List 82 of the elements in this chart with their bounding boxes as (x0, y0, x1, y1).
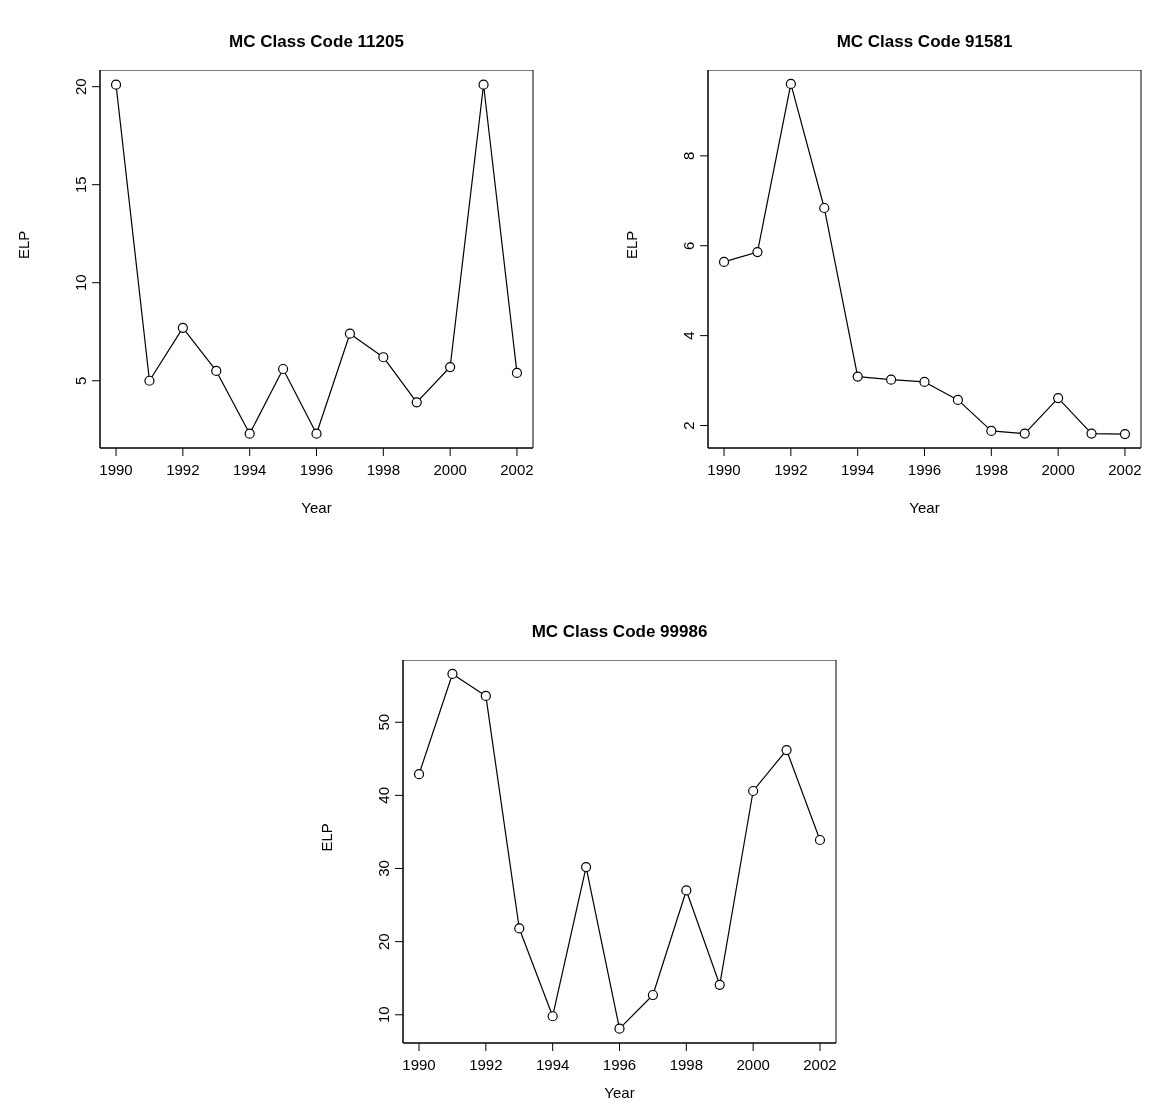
point (211, 365, 222, 377)
point (952, 394, 964, 406)
point (614, 1023, 625, 1034)
y-tick-label: 8 (680, 151, 697, 161)
point (718, 256, 730, 268)
point (478, 79, 489, 90)
point (714, 979, 725, 990)
point (277, 363, 289, 375)
x-tick-label: 1996 (907, 460, 942, 478)
chart-title: MC Class Code 99986 (530, 622, 709, 642)
y-tick-label: 2 (680, 421, 697, 430)
x-tick-label: 2000 (736, 1055, 770, 1073)
y-tick-label: 50 (375, 713, 392, 731)
point (852, 371, 863, 382)
y-tick-label: 15 (72, 176, 89, 194)
point (480, 690, 491, 702)
point (344, 328, 356, 339)
x-tick-label: 1990 (99, 460, 133, 478)
point (785, 78, 796, 90)
point (752, 246, 763, 258)
y-tick-label: 4 (680, 331, 697, 340)
x-tick-label: 1998 (669, 1055, 704, 1073)
y-axis-title: ELP (623, 230, 641, 259)
point (244, 428, 255, 439)
y-tick-label: 6 (680, 241, 697, 250)
x-tick-label: 2002 (500, 460, 534, 478)
point (1086, 428, 1097, 439)
point (1053, 393, 1064, 404)
y-tick-label: 20 (72, 78, 89, 96)
x-tick-label: 1996 (299, 460, 334, 478)
point (1019, 428, 1030, 439)
x-tick-label: 1990 (707, 460, 741, 478)
y-tick-label: 40 (375, 787, 392, 804)
y-tick-label: 10 (72, 274, 89, 292)
chart-title: MC Class Code 11205 (228, 32, 405, 52)
point (447, 668, 458, 680)
x-tick-label: 1998 (974, 460, 1009, 478)
point (819, 202, 830, 214)
point (177, 322, 188, 333)
y-axis-title: ELP (15, 230, 33, 259)
x-axis-title: Year (603, 1084, 636, 1101)
point (681, 885, 692, 896)
point (919, 376, 930, 388)
x-tick-label: 2000 (1041, 460, 1075, 478)
point (511, 367, 523, 379)
y-tick-label: 30 (375, 860, 392, 877)
point (781, 744, 792, 756)
point (378, 352, 389, 363)
x-tick-label: 2002 (1108, 460, 1142, 478)
point (1119, 428, 1131, 440)
x-tick-label: 1994 (840, 460, 875, 478)
point (311, 428, 322, 439)
x-axis-title: Year (908, 499, 941, 516)
point (814, 834, 826, 846)
x-tick-label: 1998 (366, 460, 401, 478)
y-tick-label: 5 (72, 376, 89, 385)
x-tick-label: 1990 (402, 1055, 436, 1073)
point (144, 375, 155, 386)
point (748, 785, 759, 797)
point (547, 1011, 558, 1022)
point (413, 769, 425, 780)
point (885, 374, 897, 385)
x-tick-label: 1992 (774, 460, 808, 478)
y-tick-label: 20 (375, 933, 392, 950)
y-axis-title: ELP (318, 823, 336, 852)
x-tick-label: 1996 (602, 1055, 637, 1073)
point (514, 923, 525, 934)
point (411, 397, 422, 408)
x-axis-title: Year (300, 499, 333, 516)
y-tick-label: 10 (375, 1006, 392, 1024)
x-tick-label: 2002 (803, 1055, 837, 1073)
point (110, 79, 122, 90)
point (580, 861, 592, 873)
point (445, 361, 456, 373)
x-tick-label: 2000 (433, 460, 467, 478)
x-tick-label: 1992 (166, 460, 200, 478)
x-tick-label: 1994 (535, 1055, 570, 1073)
x-tick-label: 1994 (232, 460, 267, 478)
point (647, 989, 659, 1001)
chart-title: MC Class Code 91581 (835, 32, 1014, 52)
x-tick-label: 1992 (469, 1055, 503, 1073)
point (986, 425, 997, 437)
